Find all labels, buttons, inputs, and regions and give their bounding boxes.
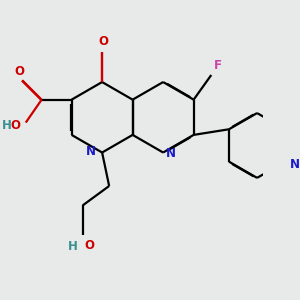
Text: H: H [2,118,12,132]
Text: O: O [11,118,21,132]
Text: N: N [166,147,176,160]
Text: N: N [290,158,300,171]
Text: O: O [84,239,94,252]
Text: O: O [98,35,108,48]
Text: F: F [214,59,222,73]
Text: O: O [15,65,25,78]
Text: N: N [86,145,96,158]
Text: H: H [68,240,78,254]
